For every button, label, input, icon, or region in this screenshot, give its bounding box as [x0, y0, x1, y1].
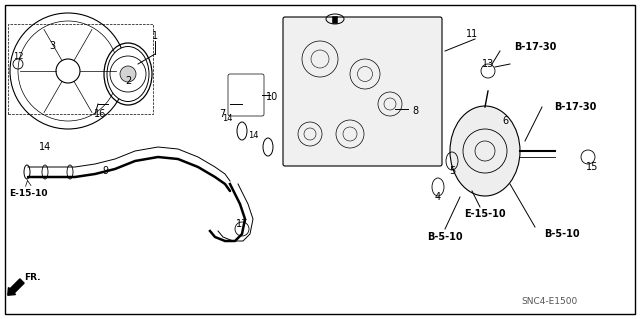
Text: 5: 5: [449, 166, 455, 176]
Bar: [8, 24, 153, 114]
Text: FR.: FR.: [24, 272, 40, 281]
Text: 8: 8: [412, 106, 418, 116]
Text: B-17-30: B-17-30: [514, 42, 556, 52]
Ellipse shape: [450, 106, 520, 196]
Text: 11: 11: [466, 29, 478, 39]
Text: SNC4-E1500: SNC4-E1500: [522, 296, 578, 306]
Text: 1: 1: [152, 31, 158, 41]
Text: E-15-10: E-15-10: [464, 209, 506, 219]
Text: 16: 16: [94, 109, 106, 119]
Text: 12: 12: [13, 53, 23, 62]
Text: 6: 6: [502, 116, 508, 126]
Text: B-17-30: B-17-30: [554, 102, 596, 112]
Text: B-5-10: B-5-10: [544, 229, 580, 239]
FancyBboxPatch shape: [283, 17, 442, 166]
Text: 17: 17: [236, 219, 248, 229]
Text: 2: 2: [125, 76, 131, 86]
Text: 13: 13: [482, 59, 494, 69]
FancyArrow shape: [8, 279, 24, 295]
Circle shape: [120, 66, 136, 82]
Text: 10: 10: [266, 92, 278, 102]
Ellipse shape: [107, 47, 149, 101]
Text: 14: 14: [39, 142, 51, 152]
Text: 7: 7: [219, 109, 225, 119]
Text: B-5-10: B-5-10: [427, 232, 463, 242]
Text: 14: 14: [221, 115, 232, 123]
Text: 9: 9: [102, 166, 108, 176]
Text: 4: 4: [435, 192, 441, 202]
Text: E-15-10: E-15-10: [9, 189, 47, 198]
Text: 15: 15: [586, 162, 598, 172]
Text: 14: 14: [248, 130, 259, 139]
Text: 3: 3: [49, 41, 55, 51]
